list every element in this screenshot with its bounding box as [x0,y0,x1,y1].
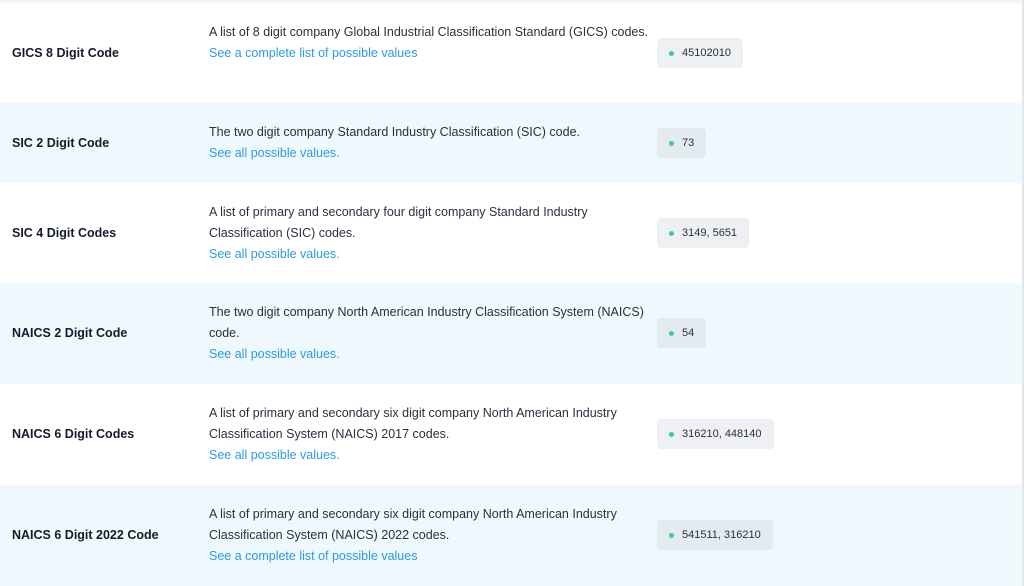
example-value: 45102010 [682,47,731,59]
example-value: 73 [682,137,695,149]
description-text: A list of primary and secondary six digi… [209,406,617,441]
table-row: SIC 2 Digit Code The two digit company S… [0,103,1024,183]
possible-values-link[interactable]: See a complete list of possible values [209,46,418,60]
table-row: SIC 4 Digit Codes A list of primary and … [0,183,1024,283]
status-dot-icon [669,140,674,146]
status-dot-icon [669,230,674,236]
field-name: NAICS 2 Digit Code [12,326,128,340]
status-dot-icon [669,50,674,56]
field-name: SIC 2 Digit Code [12,136,110,150]
field-description: A list of 8 digit company Global Industr… [209,22,649,64]
scroll-edge [1022,0,1024,586]
possible-values-link[interactable]: See a complete list of possible values [209,549,418,563]
possible-values-link[interactable]: See all possible values. [209,146,340,160]
field-name: SIC 4 Digit Codes [12,226,117,240]
example-value: 54 [682,327,695,339]
field-description: The two digit company Standard Industry … [209,122,659,164]
example-value: 316210, 448140 [682,428,762,440]
example-value-chip: 316210, 448140 [657,419,774,449]
possible-values-link[interactable]: See all possible values. [209,247,340,261]
table-row: NAICS 6 Digit 2022 Code A list of primar… [0,485,1024,586]
example-value-chip: 45102010 [657,38,743,68]
field-description: The two digit company North American Ind… [209,302,649,365]
description-text: A list of 8 digit company Global Industr… [209,25,649,39]
status-dot-icon [669,330,674,336]
field-description: A list of primary and secondary six digi… [209,504,649,567]
field-name: NAICS 6 Digit Codes [12,427,135,441]
table-row: GICS 8 Digit Code A list of 8 digit comp… [0,3,1024,103]
example-value: 541511, 316210 [682,529,761,541]
description-text: The two digit company Standard Industry … [209,125,581,139]
description-text: A list of primary and secondary four dig… [209,205,588,240]
possible-values-link[interactable]: See all possible values. [209,347,340,361]
field-name: NAICS 6 Digit 2022 Code [12,528,159,542]
table-row: NAICS 6 Digit Codes A list of primary an… [0,384,1024,485]
possible-values-link[interactable]: See all possible values. [209,448,340,462]
field-description: A list of primary and secondary six digi… [209,403,649,466]
description-text: The two digit company North American Ind… [209,305,644,340]
field-name: GICS 8 Digit Code [12,46,119,60]
top-border [0,0,1024,3]
example-value-chip: 73 [657,128,707,158]
example-value-chip: 3149, 5651 [657,218,750,248]
status-dot-icon [669,431,674,437]
description-text: A list of primary and secondary six digi… [209,507,617,542]
example-value-chip: 541511, 316210 [657,520,773,550]
example-value: 3149, 5651 [682,227,738,239]
status-dot-icon [669,532,674,538]
table-row: NAICS 2 Digit Code The two digit company… [0,283,1024,384]
example-value-chip: 54 [657,318,707,348]
field-description: A list of primary and secondary four dig… [209,202,649,265]
